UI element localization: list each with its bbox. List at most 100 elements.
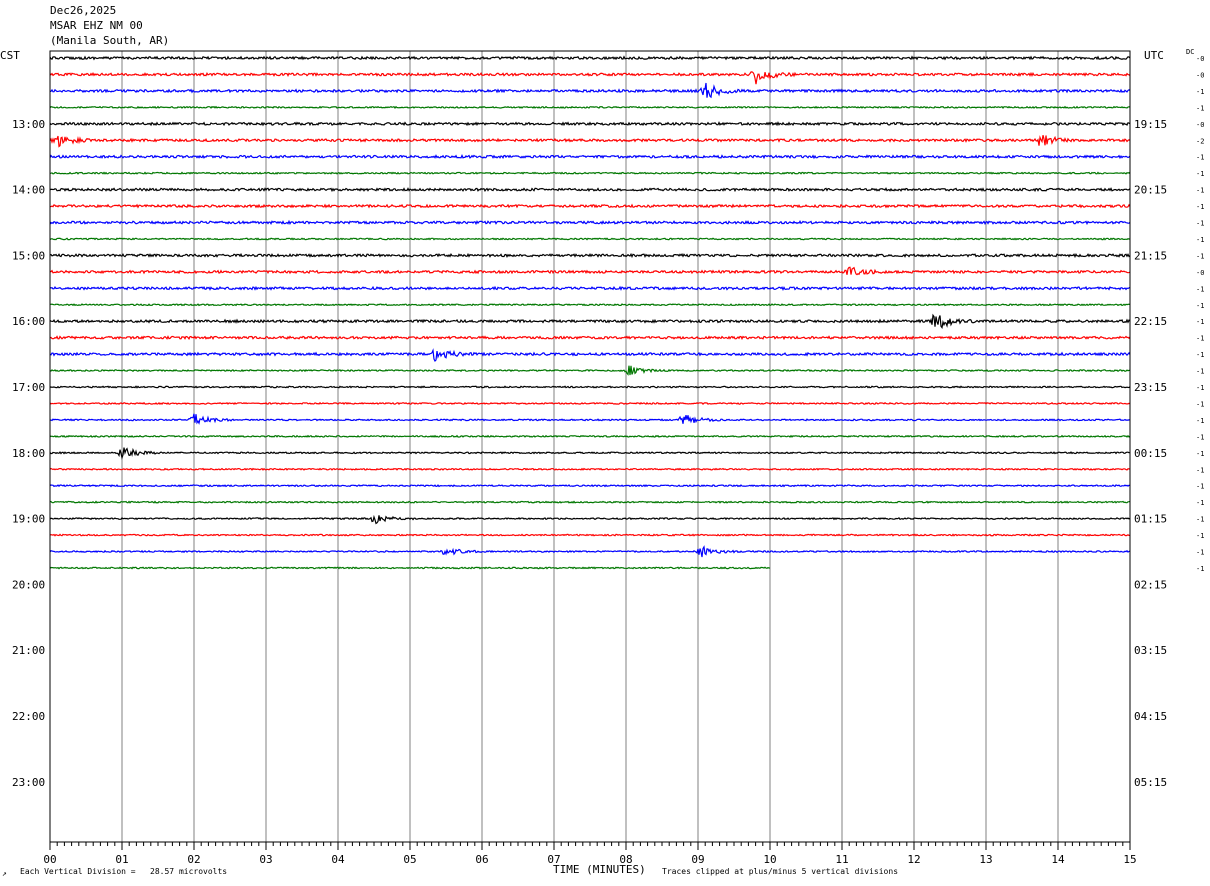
dc-offset-label: -0 (1196, 55, 1204, 63)
cst-hour-label: 18:00 (12, 447, 45, 460)
cst-hour-label: 23:00 (12, 776, 45, 789)
x-tick-label: 00 (43, 853, 56, 866)
dc-offset-label: -1 (1196, 400, 1204, 408)
cst-hour-label: 13:00 (12, 118, 45, 131)
x-tick-label: 11 (835, 853, 848, 866)
trace-line-4 (49, 105, 1131, 109)
cst-hour-label: 22:00 (12, 710, 45, 723)
dc-offset-label: -1 (1196, 499, 1204, 507)
dc-offset-label: -1 (1196, 450, 1204, 458)
x-tick-label: 05 (403, 853, 416, 866)
dc-offset-label: -1 (1196, 285, 1204, 293)
seismic-traces (49, 55, 1131, 570)
trace-line-9 (49, 187, 1131, 193)
cst-hour-label: 16:00 (12, 315, 45, 328)
cst-hour-label: 15:00 (12, 249, 45, 262)
x-tick-label: 12 (907, 853, 920, 866)
x-tick-label: 07 (547, 853, 560, 866)
x-tick-label: 02 (187, 853, 200, 866)
trace-line-23 (49, 413, 1131, 425)
trace-line-8 (49, 171, 1131, 175)
dc-offset-label: -1 (1196, 318, 1204, 326)
utc-hour-labels: 19:15 20:15 21:15 22:15 23:15 00:15 01:15 02:15… (1134, 118, 1167, 789)
dc-offset-label: -1 (1196, 368, 1204, 376)
dc-offset-label: -1 (1196, 417, 1204, 425)
trace-line-18 (49, 335, 1131, 341)
utc-hour-label: 02:15 (1134, 578, 1167, 591)
plot-frame (49, 50, 1131, 843)
utc-hour-label: 20:15 (1134, 184, 1167, 197)
dc-offset-label: -0 (1196, 121, 1204, 129)
x-tick-label: 15 (1123, 853, 1136, 866)
trace-line-29 (49, 514, 1131, 525)
x-tick-label: 06 (475, 853, 488, 866)
trace-line-26 (49, 467, 1131, 471)
dc-offset-label: -1 (1196, 154, 1204, 162)
trace-line-31 (49, 545, 1131, 558)
x-axis-title: TIME (MINUTES) (553, 863, 646, 876)
trace-line-15 (49, 285, 1131, 291)
utc-hour-label: 04:15 (1134, 710, 1167, 723)
cst-hour-label: 17:00 (12, 381, 45, 394)
dc-offset-label: -1 (1196, 466, 1204, 474)
left-timezone-label: CST (0, 49, 20, 62)
x-tick-label: 10 (763, 853, 776, 866)
dc-offset-label: -1 (1196, 384, 1204, 392)
minute-gridlines (121, 51, 1059, 842)
utc-hour-label: 03:15 (1134, 644, 1167, 657)
dc-offset-label: -1 (1196, 433, 1204, 441)
trace-line-14 (49, 266, 1131, 276)
trace-line-7 (49, 153, 1131, 160)
dc-offset-label: -1 (1196, 516, 1204, 524)
trace-line-28 (49, 500, 1131, 504)
dc-offset-label: -1 (1196, 236, 1204, 244)
cst-hour-label: 20:00 (12, 578, 45, 591)
trace-line-20 (49, 365, 1130, 376)
trace-line-17 (49, 313, 1131, 330)
dc-offset-label: -1 (1196, 335, 1204, 343)
trace-line-13 (49, 252, 1131, 259)
dc-header-label: DC (1186, 48, 1195, 56)
utc-hour-label: 01:15 (1134, 513, 1167, 526)
header-location: (Manila South, AR) (50, 34, 170, 47)
utc-hour-label: 22:15 (1134, 315, 1167, 328)
clip-note: Traces clipped at plus/minus 5 vertical … (662, 867, 899, 876)
dc-offset-label: -1 (1196, 88, 1204, 96)
dc-offset-label: -1 (1196, 351, 1204, 359)
trace-line-16 (49, 303, 1131, 307)
trace-line-25 (49, 447, 1130, 460)
dc-offset-label: -1 (1196, 302, 1204, 310)
dc-offset-label: -1 (1196, 252, 1204, 260)
x-tick-label: 09 (691, 853, 704, 866)
trace-line-11 (49, 219, 1131, 226)
trace-line-24 (49, 434, 1131, 438)
x-tick-label: 01 (115, 853, 128, 866)
cst-hour-label: 14:00 (12, 184, 45, 197)
dc-offset-labels: -0 -0 -1 -1 -0 -2 -1 -1 -1 -1 -1 -1 -1 -0 -1 -1 -1 -1 -1 -1… (1196, 55, 1204, 573)
dc-offset-label: -1 (1196, 565, 1204, 573)
x-tick-label: 04 (331, 853, 345, 866)
dc-offset-label: -1 (1196, 187, 1204, 195)
trace-line-10 (49, 203, 1131, 209)
dc-offset-label: -1 (1196, 532, 1204, 540)
trace-line-3 (49, 82, 1131, 99)
cst-hour-label: 19:00 (12, 513, 45, 526)
cst-hour-label: 21:00 (12, 644, 45, 657)
dc-offset-label: -0 (1196, 71, 1204, 79)
time-axis: 00 01 02 03 04 05 06 07 08 09 10 11 12 13 14 15 (43, 842, 1137, 866)
trace-line-5 (49, 121, 1131, 127)
dc-offset-label: -2 (1196, 137, 1204, 145)
trace-line-2 (49, 71, 1131, 85)
cst-hour-labels: 13:00 14:00 15:00 16:00 17:00 18:00 19:00 20:00… (12, 118, 45, 789)
header-date: Dec26,2025 (50, 4, 117, 17)
trace-line-30 (49, 533, 1130, 537)
corner-mark: ↗ (2, 869, 7, 878)
dc-offset-label: -1 (1196, 104, 1204, 112)
utc-hour-label: 23:15 (1134, 381, 1167, 394)
trace-line-27 (49, 484, 1131, 488)
trace-line-1 (49, 55, 1131, 61)
dc-offset-label: -1 (1196, 220, 1204, 228)
dc-offset-label: -1 (1196, 170, 1204, 178)
dc-offset-label: -0 (1196, 269, 1204, 277)
